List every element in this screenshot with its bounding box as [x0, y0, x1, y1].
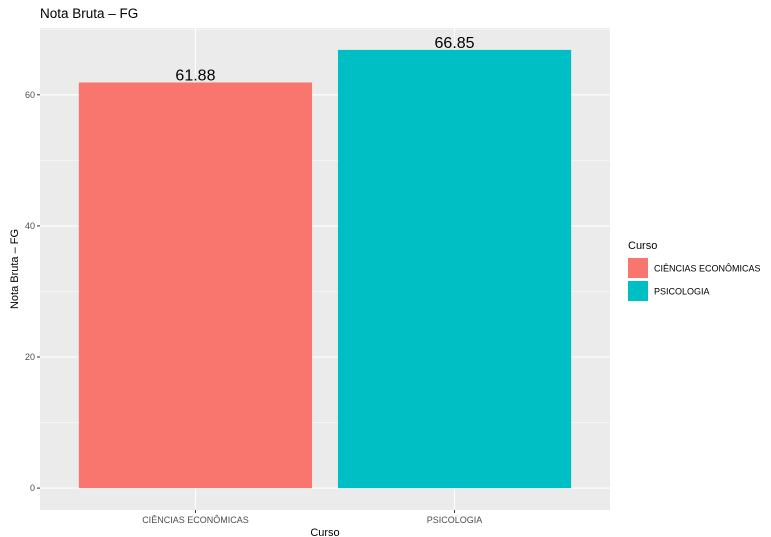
y-axis-title: Nota Bruta – FG — [9, 229, 21, 309]
chart-title: Nota Bruta – FG — [40, 6, 138, 21]
x-axis: CIÊNCIAS ECONÔMICAS PSICOLOGIA — [142, 510, 482, 525]
bar-value-labels: 61.88 66.85 — [175, 35, 474, 85]
y-axis: 0 20 40 60 — [25, 90, 40, 493]
bar-value-label: 61.88 — [175, 67, 215, 84]
y-tick-label: 0 — [30, 483, 35, 493]
legend-label: PSICOLOGIA — [654, 287, 710, 297]
bar-value-label: 66.85 — [435, 35, 475, 52]
legend-title: Curso — [628, 240, 657, 252]
bar — [337, 49, 572, 489]
bar — [78, 82, 313, 489]
legend-swatch — [628, 281, 648, 301]
y-tick-label: 60 — [25, 90, 35, 100]
x-tick-label: CIÊNCIAS ECONÔMICAS — [142, 515, 249, 525]
x-tick-label: PSICOLOGIA — [427, 515, 483, 525]
legend-label: CIÊNCIAS ECONÔMICAS — [654, 264, 761, 274]
y-tick-label: 20 — [25, 352, 35, 362]
x-axis-title: Curso — [310, 527, 339, 537]
bars — [78, 49, 572, 489]
legend-swatch — [628, 258, 648, 278]
y-tick-label: 40 — [25, 221, 35, 231]
legend: Curso CIÊNCIAS ECONÔMICAS PSICOLOGIA — [628, 240, 761, 301]
